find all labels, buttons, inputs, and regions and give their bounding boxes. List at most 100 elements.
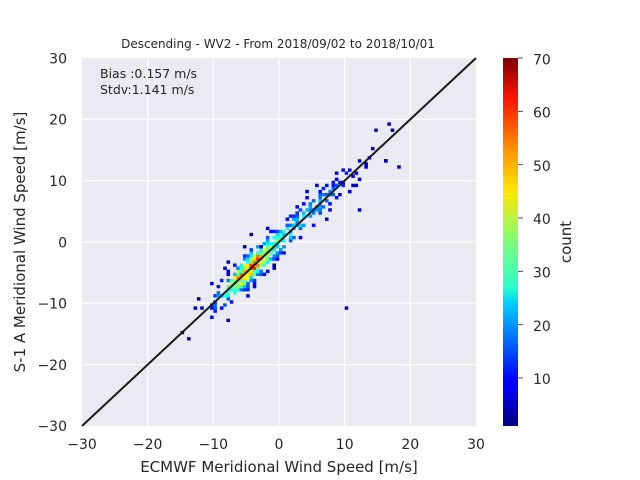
heatmap-bin bbox=[390, 128, 395, 132]
heatmap-bin bbox=[187, 337, 191, 341]
heatmap-bin bbox=[351, 174, 355, 178]
chart-title: Descending - WV2 - From 2018/09/02 to 20… bbox=[121, 37, 435, 51]
heatmap-bin bbox=[262, 260, 267, 264]
heatmap-bin bbox=[338, 180, 342, 185]
heatmap-bin bbox=[344, 171, 349, 175]
heatmap-bin bbox=[292, 235, 296, 240]
heatmap-bin bbox=[354, 183, 359, 188]
heatmap-bin bbox=[328, 189, 332, 194]
heatmap-bin bbox=[295, 205, 299, 209]
heatmap-bin bbox=[275, 251, 280, 255]
x-tick-label: 0 bbox=[275, 437, 284, 453]
heatmap-bin bbox=[252, 260, 257, 264]
heatmap-bin bbox=[252, 257, 257, 261]
colorbar-tick-label: 30 bbox=[533, 266, 551, 282]
heatmap-bin bbox=[275, 229, 280, 234]
heatmap-bin bbox=[357, 177, 362, 181]
heatmap-bin bbox=[265, 238, 270, 243]
heatmap-bin bbox=[279, 232, 283, 237]
heatmap-bin bbox=[315, 208, 319, 212]
colorbar-tick-label: 60 bbox=[533, 106, 551, 122]
heatmap-bin bbox=[272, 235, 277, 240]
heatmap-bin bbox=[213, 306, 217, 310]
heatmap-bin bbox=[269, 257, 273, 261]
heatmap-bin bbox=[246, 294, 250, 298]
heatmap-bin bbox=[259, 248, 263, 252]
heatmap-bin bbox=[272, 266, 277, 270]
heatmap-bin bbox=[292, 214, 296, 218]
y-axis-label: S-1 A Meridional Wind Speed [m/s] bbox=[11, 112, 29, 373]
x-tick-label: −10 bbox=[199, 437, 229, 453]
heatmap-bin bbox=[288, 214, 293, 218]
heatmap-bin bbox=[295, 220, 299, 224]
y-tick-label: −20 bbox=[37, 358, 67, 374]
heatmap-bin bbox=[249, 232, 254, 237]
heatmap-bin bbox=[246, 272, 250, 277]
heatmap-bin bbox=[236, 281, 240, 286]
heatmap-bin bbox=[272, 254, 277, 258]
heatmap-bin bbox=[338, 192, 342, 197]
heatmap-bin bbox=[252, 284, 257, 289]
heatmap-bin bbox=[275, 245, 280, 249]
heatmap-bin bbox=[341, 183, 345, 188]
heatmap-bin bbox=[265, 248, 270, 252]
heatmap-bin bbox=[334, 171, 339, 175]
heatmap-bin bbox=[239, 278, 244, 283]
heatmap-bin bbox=[210, 315, 214, 319]
heatmap-bin bbox=[239, 272, 244, 277]
heatmap-bin bbox=[249, 275, 254, 280]
heatmap-bin bbox=[341, 168, 345, 172]
heatmap-bin bbox=[315, 183, 319, 188]
heatmap-bin bbox=[262, 248, 267, 252]
colorbar-tick-label: 20 bbox=[533, 319, 551, 335]
heatmap-bin bbox=[305, 208, 309, 212]
heatmap-bin bbox=[242, 284, 247, 289]
heatmap-bin bbox=[233, 291, 237, 295]
heatmap-bin bbox=[226, 269, 231, 273]
heatmap-bin bbox=[354, 171, 359, 175]
heatmap-bin bbox=[242, 269, 247, 273]
heatmap-bin bbox=[318, 208, 322, 212]
colorbar-tick-label: 40 bbox=[533, 212, 551, 228]
x-tick-label: −20 bbox=[133, 437, 163, 453]
heatmap-bin bbox=[223, 294, 227, 298]
x-tick-label: 30 bbox=[467, 437, 485, 453]
heatmap-bin bbox=[275, 232, 280, 237]
heatmap-bin bbox=[239, 266, 244, 270]
heatmap-bin bbox=[236, 288, 240, 292]
heatmap-bin bbox=[311, 223, 316, 227]
heatmap-bin bbox=[328, 208, 332, 212]
heatmap-bin bbox=[236, 269, 240, 273]
x-tick-label: 20 bbox=[401, 437, 419, 453]
heatmap-bin bbox=[265, 245, 270, 249]
heatmap-bin bbox=[331, 186, 336, 191]
heatmap-bin bbox=[246, 266, 250, 270]
heatmap-bin bbox=[252, 272, 257, 277]
heatmap-bin bbox=[256, 263, 260, 267]
colorbar-tick-label: 70 bbox=[533, 52, 551, 68]
x-tick-label: 10 bbox=[336, 437, 354, 453]
heatmap-bin bbox=[252, 266, 257, 270]
heatmap-bin bbox=[331, 183, 336, 188]
heatmap-bin bbox=[282, 232, 286, 237]
heatmap-bin bbox=[275, 257, 280, 261]
heatmap-bin bbox=[233, 263, 237, 267]
heatmap-bin bbox=[256, 272, 260, 277]
heatmap-bin bbox=[246, 260, 250, 264]
heatmap-bin bbox=[288, 235, 293, 240]
heatmap-bin bbox=[233, 272, 237, 277]
heatmap-bin bbox=[272, 242, 277, 246]
heatmap-bin bbox=[229, 281, 234, 286]
heatmap-bin bbox=[236, 266, 240, 270]
heatmap-bin bbox=[226, 297, 231, 301]
heatmap-bin bbox=[279, 235, 283, 240]
heatmap-bin bbox=[374, 128, 378, 132]
heatmap-bin bbox=[249, 269, 254, 273]
heatmap-bin bbox=[259, 251, 263, 255]
heatmap-bin bbox=[282, 229, 286, 234]
heatmap-bin bbox=[272, 257, 277, 261]
heatmap-bin bbox=[311, 199, 316, 203]
heatmap-bin bbox=[282, 238, 286, 243]
heatmap-bin bbox=[324, 192, 329, 197]
